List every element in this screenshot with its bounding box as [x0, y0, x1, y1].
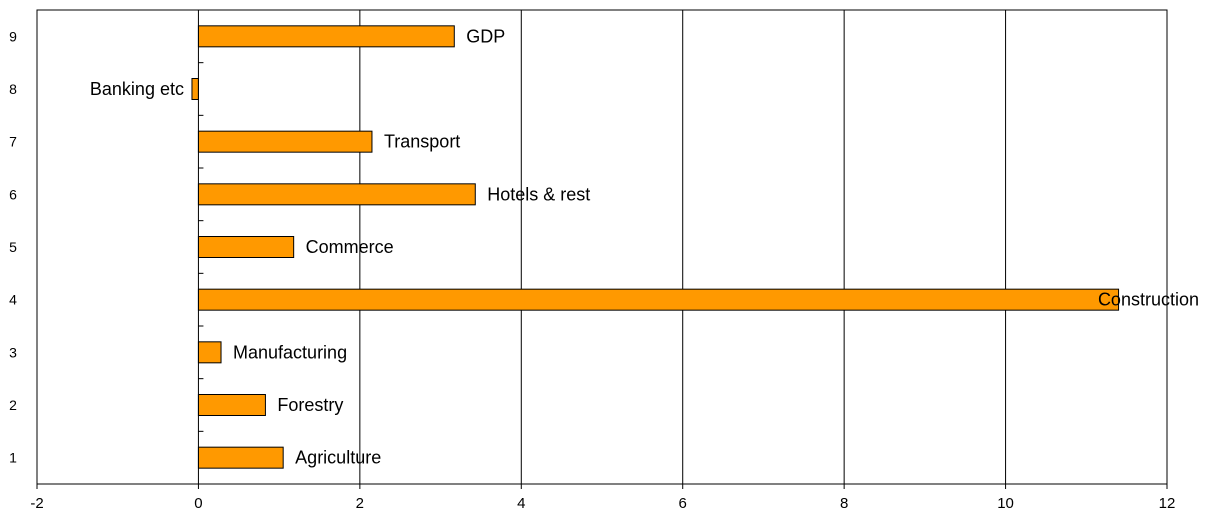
category-label: 2	[9, 397, 17, 413]
bar-1	[197, 446, 284, 469]
bar-label: Agriculture	[295, 448, 381, 468]
bar-4	[197, 288, 1120, 311]
bar-label: Commerce	[306, 237, 394, 257]
bar-label: Manufacturing	[233, 342, 347, 362]
bar-label: Hotels & rest	[487, 184, 590, 204]
bar-6	[197, 183, 476, 206]
bar-2	[197, 394, 266, 416]
x-tick-label: 6	[679, 495, 687, 512]
bar-label: GDP	[466, 26, 505, 46]
category-label: 7	[9, 134, 17, 150]
labels: -2 0 2 4 6 8 10 12 1 Agriculture 2 Forestry 3 Manufac…	[9, 26, 1199, 512]
category-label: 9	[9, 28, 17, 44]
category-label: 5	[9, 239, 17, 255]
x-tick-label: 10	[997, 495, 1014, 512]
bar-label: Construction	[1098, 290, 1199, 310]
x-tick-label: 2	[356, 495, 364, 512]
x-tick-label: -2	[30, 495, 43, 512]
bar-5	[197, 236, 295, 258]
category-label: 6	[9, 186, 17, 202]
category-label: 4	[9, 292, 17, 308]
bars	[191, 25, 1120, 469]
bar-3	[197, 341, 222, 364]
bar-9	[197, 25, 455, 48]
category-label: 3	[9, 344, 17, 360]
category-label: 1	[9, 450, 17, 466]
gridlines	[36, 9, 1168, 485]
bar-label: Transport	[384, 132, 460, 152]
bar-8	[191, 78, 199, 100]
x-tick-label: 4	[517, 495, 525, 512]
axes	[36, 10, 1168, 489]
bar-label: Banking etc	[90, 79, 184, 99]
bar-label: Forestry	[277, 395, 343, 415]
bar-7	[197, 130, 373, 153]
x-tick-label: 8	[840, 495, 848, 512]
category-label: 8	[9, 81, 17, 97]
x-tick-label: 12	[1159, 495, 1176, 512]
x-tick-label: 0	[194, 495, 202, 512]
